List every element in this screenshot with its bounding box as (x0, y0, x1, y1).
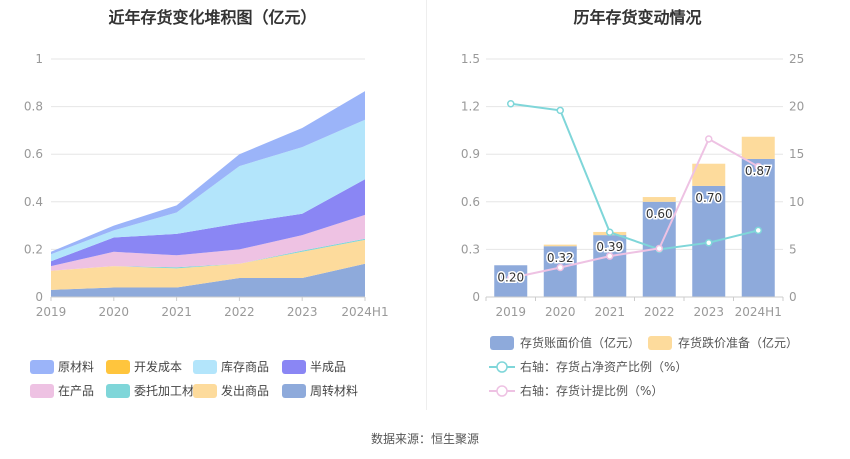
y-tick-label: 1 (35, 52, 43, 66)
legend-label: 委托加工材料 (134, 384, 206, 398)
line-point (705, 135, 713, 143)
bar-line-chart: 0 0 0.3 5 0.6 10 0.9 15 1.2 20 1.5 25 2019 2020 2021 20… (461, 52, 804, 398)
line-series (510, 102, 759, 251)
line-point (606, 228, 614, 237)
bar-book-value (593, 235, 627, 297)
y-tick-label: 0.6 (24, 147, 43, 161)
bar-impairment (543, 244, 577, 247)
legend-label: 周转材料 (310, 383, 358, 398)
data-source: 数据来源：恒生聚源 (370, 432, 479, 446)
bar-data-label: 0.70 (695, 191, 722, 205)
y2-tick-label: 0 (789, 290, 797, 304)
legend-swatch (282, 360, 306, 374)
bar-impairment (741, 136, 775, 159)
y-tick-label: 0.3 (461, 242, 480, 256)
y-tick-label: 0 (472, 290, 480, 304)
legend-label: 开发成本 (134, 359, 182, 374)
legend-swatch (30, 384, 54, 398)
legend-swatch (648, 336, 672, 350)
legend-label: 在产品 (58, 384, 94, 398)
legend-marker (496, 361, 508, 373)
legend-label: 存货跌价准备（亿元） (678, 335, 798, 350)
line-point (754, 226, 762, 235)
x-tick-label: 2021 (161, 305, 192, 319)
bar-data-label: 0.60 (646, 207, 673, 221)
y-tick-label: 0.8 (24, 100, 43, 114)
area-series (51, 214, 365, 271)
x-tick-label: 2024H1 (735, 305, 782, 319)
bar-data-label: 0.87 (745, 164, 772, 178)
y-tick-label: 0 (35, 290, 43, 304)
legend-swatch (282, 384, 306, 398)
area-series (51, 263, 365, 297)
x-tick-label: 2020 (99, 305, 130, 319)
x-tick-label: 2024H1 (341, 305, 388, 319)
y-tick-label: 0.4 (24, 195, 43, 209)
y2-tick-label: 15 (789, 147, 804, 161)
bar-impairment (642, 197, 676, 202)
legend-label: 右轴：存货占净资产比例（%） (520, 359, 687, 374)
x-tick-label: 2023 (693, 305, 724, 319)
line-point (507, 99, 515, 108)
y-tick-label: 0.6 (461, 195, 480, 209)
legend-label: 右轴：存货计提比例（%） (520, 383, 663, 398)
y-tick-label: 1.5 (461, 52, 480, 66)
bar-impairment (692, 163, 726, 186)
x-tick-label: 2022 (644, 305, 675, 319)
legend-label: 存货账面价值（亿元） (520, 335, 640, 350)
area-series (51, 179, 365, 267)
line-series (510, 137, 759, 279)
y-tick-label: 0.9 (461, 147, 480, 161)
chart-divider (426, 0, 427, 410)
bar-data-label: 0.20 (497, 270, 524, 284)
legend-swatch (106, 384, 130, 398)
y2-tick-label: 5 (789, 242, 797, 256)
x-tick-label: 2019 (495, 305, 526, 319)
stacked-area-chart: 0 0.2 0.4 0.6 0.8 1 2019 2020 2021 2022 2023 2024H1… (24, 52, 389, 398)
bar-data-label: 0.32 (547, 251, 574, 265)
legend-swatch (490, 336, 514, 350)
x-tick-label: 2020 (545, 305, 576, 319)
legend-label: 原材料 (58, 360, 94, 374)
legend-label: 半成品 (310, 360, 346, 374)
bar-book-value (543, 246, 577, 297)
line-point (655, 244, 663, 253)
y-tick-label: 0.2 (24, 242, 43, 256)
line-point (556, 106, 564, 115)
legend-marker (496, 385, 508, 397)
line-point (606, 252, 614, 260)
bar-data-label: 0.39 (596, 240, 623, 254)
left-chart-title: 近年存货变化堆积图（亿元） (108, 8, 317, 27)
right-chart-title: 历年存货变动情况 (573, 8, 702, 27)
x-tick-label: 2021 (594, 305, 625, 319)
x-tick-label: 2019 (36, 305, 67, 319)
legend-label: 发出商品 (221, 383, 269, 398)
y2-tick-label: 10 (789, 195, 804, 209)
y2-tick-label: 25 (789, 52, 804, 66)
y-tick-label: 1.2 (461, 100, 480, 114)
legend-swatch (30, 360, 54, 374)
x-tick-label: 2022 (224, 305, 255, 319)
line-point (705, 238, 713, 247)
line-point (754, 162, 762, 171)
y2-tick-label: 20 (789, 100, 804, 114)
line-point (556, 263, 564, 272)
legend-swatch (106, 360, 130, 374)
legend-label: 库存商品 (221, 359, 269, 374)
area-series (51, 119, 365, 262)
line-point (507, 274, 515, 282)
legend-swatch (193, 360, 217, 374)
x-tick-label: 2023 (287, 305, 318, 319)
legend-swatch (193, 384, 217, 398)
area-series (51, 239, 365, 290)
